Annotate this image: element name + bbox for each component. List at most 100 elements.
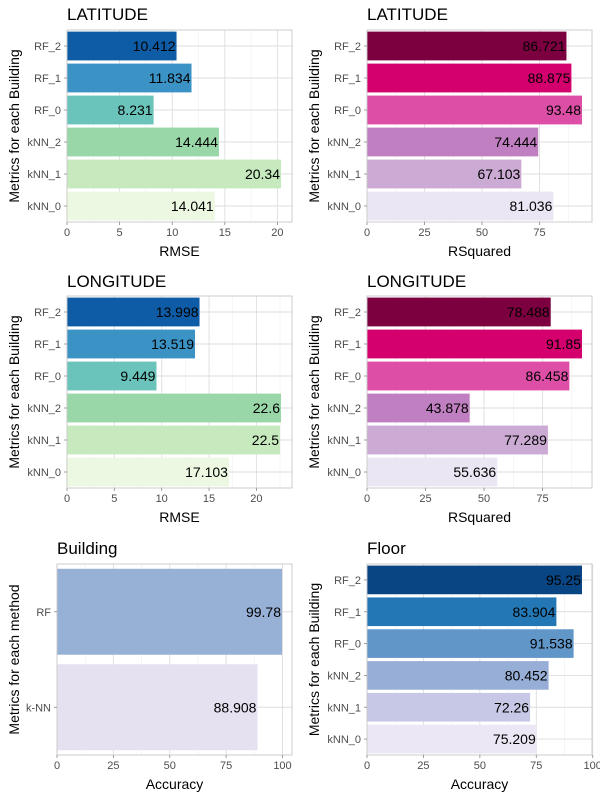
- x-tick-label: 5: [111, 493, 117, 505]
- y-tick-label: RF_0: [34, 105, 61, 117]
- bar: [367, 661, 549, 690]
- y-tick-label: kNN_0: [27, 467, 61, 479]
- bar: [367, 597, 557, 627]
- bar: [367, 63, 572, 93]
- plot-frame: [66, 295, 293, 489]
- bar: [67, 191, 215, 221]
- y-tick-label: kNN_0: [327, 734, 361, 746]
- data-label: 9.449: [120, 368, 155, 384]
- data-label: 72.26: [494, 699, 529, 715]
- y-tick-label: RF_2: [34, 41, 61, 53]
- bar: [367, 393, 470, 423]
- x-tick-label: 50: [476, 227, 488, 239]
- chart-title: Building: [57, 539, 118, 558]
- bar: [367, 31, 567, 61]
- bar: [67, 393, 281, 423]
- x-tick-label: 0: [64, 227, 70, 239]
- y-tick-label: RF_2: [334, 575, 361, 587]
- x-axis-title: Accuracy: [146, 776, 204, 792]
- y-tick-label: RF_0: [34, 371, 61, 383]
- y-tick-label: kNN_2: [327, 137, 361, 149]
- chart-title: LATITUDE: [67, 5, 148, 24]
- chart-title: LONGITUDE: [367, 272, 466, 291]
- data-label: 14.444: [175, 134, 218, 150]
- bar: [67, 159, 281, 189]
- y-tick-label: kNN_1: [327, 435, 361, 447]
- x-tick-label: 10: [156, 493, 168, 505]
- y-tick-label: RF_0: [334, 639, 361, 651]
- data-label: 14.041: [171, 198, 214, 214]
- bar: [367, 457, 498, 487]
- x-axis-title: RMSE: [159, 243, 199, 259]
- bar: [67, 63, 192, 93]
- y-tick-label: kNN_0: [27, 201, 61, 213]
- data-label: 91.85: [546, 336, 581, 352]
- x-tick-label: 75: [533, 227, 545, 239]
- y-tick-label: RF_2: [34, 307, 61, 319]
- y-tick-label: RF_1: [334, 339, 361, 351]
- bar: [367, 565, 582, 595]
- data-label: 55.636: [453, 464, 496, 480]
- data-label: 10.412: [133, 38, 176, 54]
- data-label: 78.488: [507, 304, 550, 320]
- x-tick-label: 0: [364, 760, 370, 772]
- x-tick-label: 10: [166, 227, 178, 239]
- bar: [67, 425, 281, 455]
- y-tick-label: kNN_2: [27, 137, 61, 149]
- bar: [57, 664, 258, 751]
- data-label: 77.289: [504, 432, 547, 448]
- y-tick-label: kNN_0: [327, 467, 361, 479]
- bar: [367, 159, 522, 189]
- y-tick-label: RF_1: [334, 607, 361, 619]
- x-axis-title: Accuracy: [451, 776, 509, 792]
- x-tick-label: 0: [64, 493, 70, 505]
- x-axis-title: RSquared: [448, 243, 511, 259]
- bar: [367, 629, 574, 658]
- x-axis-title: RMSE: [159, 509, 199, 525]
- y-tick-label: RF_0: [334, 105, 361, 117]
- bar: [67, 457, 229, 487]
- x-tick-label: 0: [364, 493, 370, 505]
- bar: [367, 425, 548, 455]
- bar: [367, 329, 582, 359]
- chart-panel: LATITUDE 81.036 67.103 74.444 93.48 88.875 86.…: [306, 5, 593, 259]
- x-tick-label: 0: [54, 760, 60, 772]
- bar: [57, 568, 282, 655]
- x-tick-label: 25: [107, 760, 119, 772]
- bar: [367, 191, 554, 221]
- data-label: 22.6: [253, 400, 280, 416]
- data-label: 93.48: [546, 102, 581, 118]
- bar: [367, 127, 539, 157]
- x-axis-title: RSquared: [448, 509, 511, 525]
- x-tick-label: 0: [364, 227, 370, 239]
- y-axis-title: Metrics for each Building: [6, 315, 22, 468]
- bar: [67, 31, 177, 61]
- data-label: 22.5: [252, 432, 279, 448]
- x-tick-label: 20: [271, 227, 283, 239]
- data-label: 86.721: [523, 38, 566, 54]
- x-tick-label: 75: [536, 493, 548, 505]
- chart-title: Floor: [367, 539, 406, 558]
- data-label: 11.834: [149, 70, 191, 86]
- data-label: 95.25: [546, 572, 581, 588]
- data-label: 74.444: [494, 134, 537, 150]
- chart-title: LATITUDE: [367, 5, 448, 24]
- chart-panel: Floor 75.209 72.26 80.452 91.538 83.904 95.25 k…: [306, 539, 600, 792]
- data-label: 88.908: [214, 699, 257, 715]
- x-tick-label: 100: [273, 760, 291, 772]
- chart-panel: LATITUDE 14.041 20.34 14.444 8.231 11.834 10.4…: [6, 5, 293, 259]
- bar: [67, 361, 157, 391]
- x-tick-label: 15: [219, 227, 231, 239]
- plot-frame: [66, 29, 293, 223]
- x-tick-label: 25: [419, 493, 431, 505]
- bar: [367, 692, 531, 722]
- bar: [367, 95, 582, 125]
- y-axis-title: Metrics for each Building: [6, 49, 22, 202]
- bar: [67, 329, 196, 359]
- y-tick-label: RF_1: [34, 339, 61, 351]
- data-label: 75.209: [493, 731, 536, 747]
- data-label: 80.452: [505, 667, 548, 683]
- x-tick-label: 50: [164, 760, 176, 772]
- y-axis-title: Metrics for each method: [6, 584, 22, 734]
